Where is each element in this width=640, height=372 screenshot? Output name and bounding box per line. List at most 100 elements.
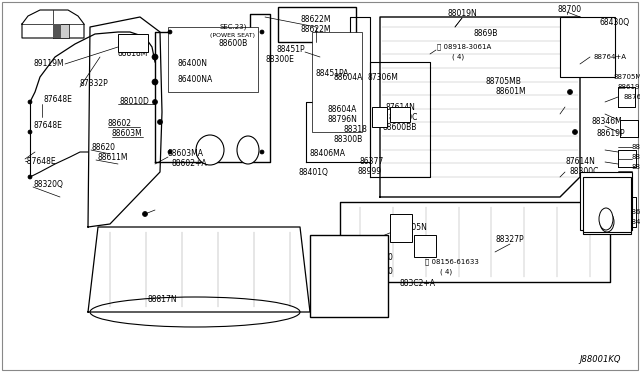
Circle shape (168, 30, 172, 34)
Text: 883C2+A: 883C2+A (400, 279, 436, 289)
Bar (372, 107, 387, 127)
Text: 88300E: 88300E (265, 55, 294, 64)
Text: 88619P: 88619P (596, 129, 625, 138)
Text: 88600B: 88600B (218, 38, 248, 48)
Text: 88019N: 88019N (447, 10, 477, 19)
Text: 68430Q: 68430Q (600, 17, 630, 26)
Text: 88300C: 88300C (388, 112, 418, 122)
Text: 86400NA: 86400NA (178, 74, 213, 83)
Bar (368, 255, 386, 277)
Text: 8869B: 8869B (474, 29, 499, 38)
Text: 88451P: 88451P (276, 45, 305, 54)
Text: 88619PA: 88619PA (631, 164, 640, 170)
Text: 88602: 88602 (108, 119, 132, 128)
Text: 88220: 88220 (370, 267, 394, 276)
Text: SEC.23): SEC.23) (220, 24, 246, 30)
Text: 88705MB: 88705MB (486, 77, 522, 87)
Text: ( 4): ( 4) (452, 54, 464, 60)
Text: SEC.745: SEC.745 (332, 310, 364, 318)
Text: 88817N: 88817N (147, 295, 177, 305)
Text: ( 4): ( 4) (440, 269, 452, 275)
Circle shape (573, 129, 577, 135)
Text: 88220: 88220 (370, 253, 394, 262)
Text: 87614N: 87614N (385, 103, 415, 112)
Bar (368, 281, 386, 296)
Text: 87648E: 87648E (33, 121, 62, 129)
Text: 88622M: 88622M (301, 16, 332, 25)
Bar (414, 235, 436, 257)
Text: 87648E: 87648E (43, 96, 72, 105)
Text: 88818M: 88818M (118, 49, 148, 58)
Text: 88603M: 88603M (112, 129, 143, 138)
Text: SEC.745: SEC.745 (332, 302, 364, 311)
Bar (53, 24, 61, 38)
Ellipse shape (237, 136, 259, 164)
Bar (583, 177, 631, 232)
Text: 88300B: 88300B (333, 135, 363, 144)
Text: 86377: 86377 (360, 157, 384, 167)
Text: 88611M: 88611M (97, 153, 127, 161)
Polygon shape (88, 227, 310, 312)
Circle shape (28, 175, 32, 179)
Text: 883C2: 883C2 (390, 235, 414, 244)
Circle shape (152, 99, 157, 105)
Bar (310, 235, 388, 317)
Text: WASH: WASH (596, 191, 618, 197)
Text: J88001KQ: J88001KQ (579, 356, 621, 365)
Text: 88603MA: 88603MA (168, 150, 204, 158)
Bar (168, 27, 258, 92)
Circle shape (28, 100, 32, 104)
Bar (345, 250, 363, 272)
Circle shape (260, 150, 264, 154)
Text: 86400N: 86400N (178, 60, 208, 68)
Text: 88451PA: 88451PA (316, 70, 349, 78)
Bar (278, 7, 356, 42)
Text: 88602+A: 88602+A (172, 160, 207, 169)
Text: -WAVE: -WAVE (595, 204, 617, 210)
Text: 88705MA: 88705MA (631, 154, 640, 160)
Bar (560, 17, 615, 77)
Text: 88764: 88764 (624, 94, 640, 100)
Circle shape (260, 30, 264, 34)
Text: 88764+A: 88764+A (593, 54, 627, 60)
Text: 89119M: 89119M (33, 60, 63, 68)
Circle shape (568, 90, 573, 94)
Text: 88604A: 88604A (628, 209, 640, 215)
Text: Ⓑ 08918-3061A: Ⓑ 08918-3061A (437, 44, 492, 50)
Text: 88346M: 88346M (591, 118, 622, 126)
Text: 88796N: 88796N (327, 115, 357, 124)
Text: 88705M: 88705M (614, 74, 640, 80)
Bar (345, 275, 363, 290)
Text: 86450C: 86450C (594, 219, 618, 224)
Text: 88318: 88318 (343, 125, 367, 134)
Text: -WAVE: -WAVE (596, 204, 618, 210)
Bar (118, 34, 148, 52)
Text: 88406M: 88406M (628, 219, 640, 225)
Bar (390, 214, 412, 242)
Text: 88010D: 88010D (120, 96, 150, 106)
Text: WASH: WASH (596, 195, 616, 201)
Ellipse shape (599, 208, 613, 230)
Text: 86450C: 86450C (592, 212, 621, 221)
Text: 88604A: 88604A (333, 73, 363, 81)
Text: 88327P: 88327P (496, 235, 524, 244)
Text: 88600BB: 88600BB (383, 122, 417, 131)
Text: 87306M: 87306M (367, 73, 399, 81)
Bar (53, 24, 69, 38)
Bar (583, 179, 631, 234)
Circle shape (168, 150, 172, 154)
Text: -WAVE: -WAVE (596, 201, 618, 207)
Bar (312, 32, 362, 132)
Bar (580, 172, 632, 230)
Text: (POWER SEAT): (POWER SEAT) (211, 32, 255, 38)
Text: 88300C: 88300C (570, 167, 600, 176)
Circle shape (353, 285, 358, 289)
Circle shape (152, 79, 158, 85)
Text: 88406MA: 88406MA (310, 150, 346, 158)
Text: 88604A: 88604A (327, 105, 356, 113)
Text: WASH: WASH (596, 195, 618, 201)
Text: 88601M: 88601M (496, 87, 527, 96)
Circle shape (152, 54, 158, 60)
Ellipse shape (196, 135, 224, 165)
Text: Ⓑ 08156-61633: Ⓑ 08156-61633 (425, 259, 479, 265)
